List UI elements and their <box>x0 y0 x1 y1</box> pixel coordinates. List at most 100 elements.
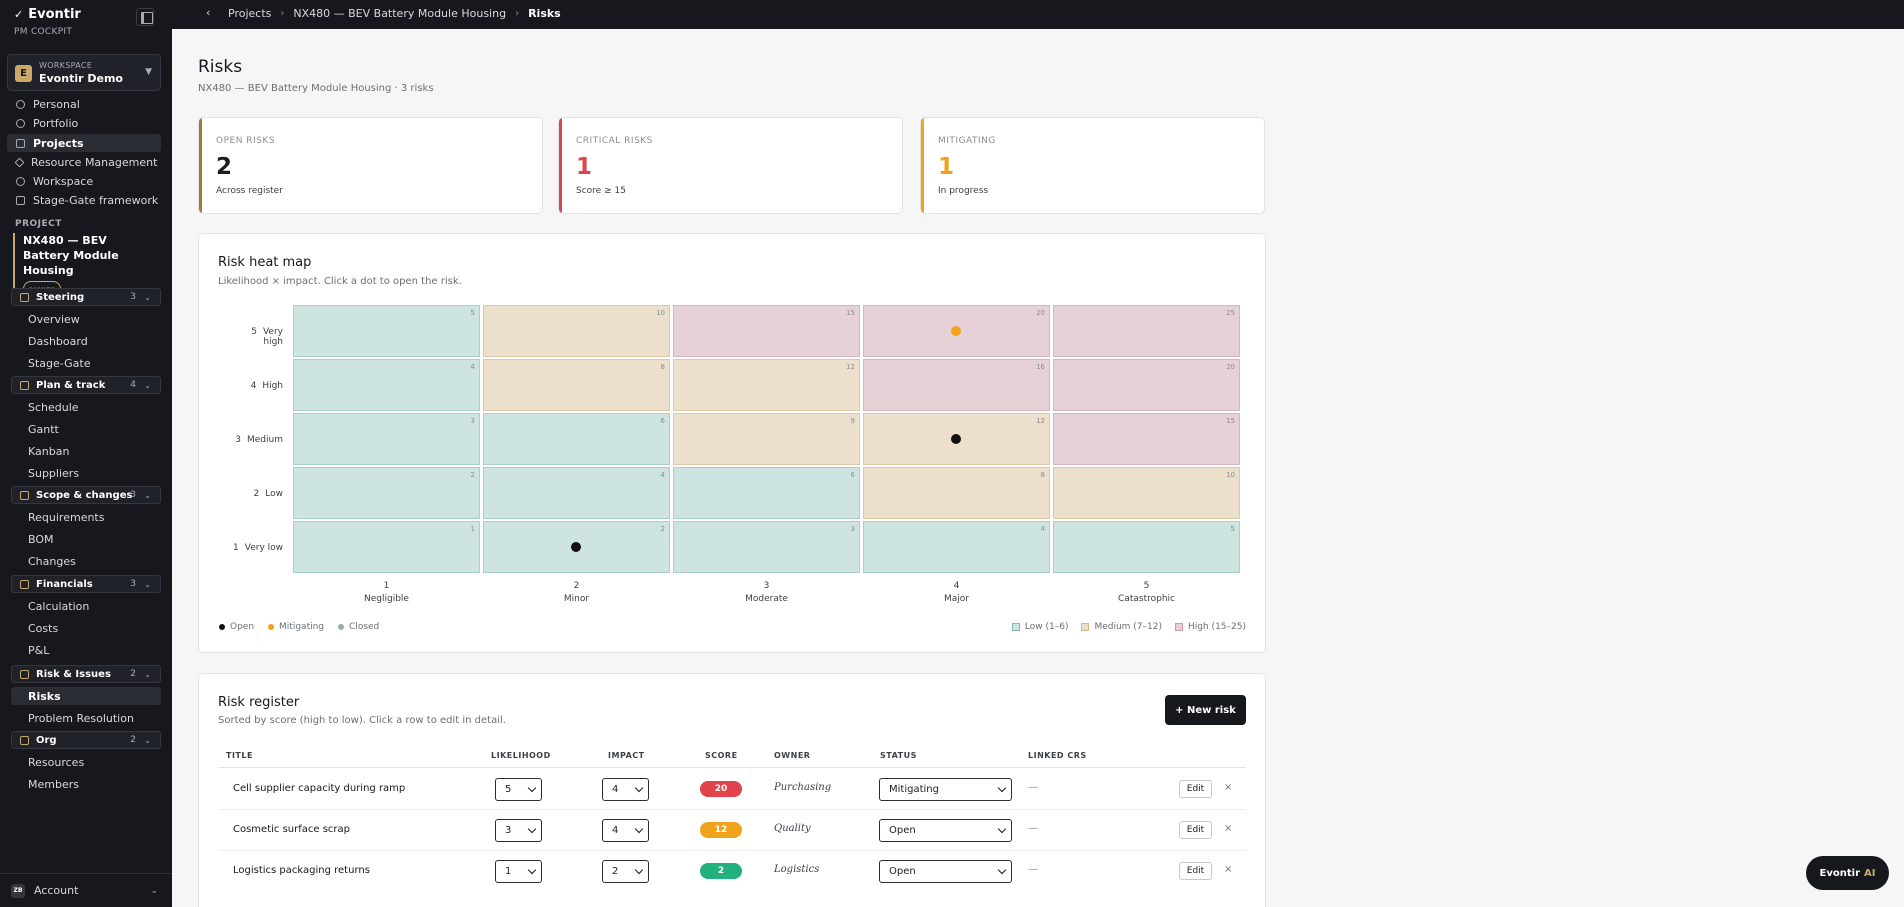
sidebar-item-changes[interactable]: Changes <box>28 554 76 568</box>
heatmap-cell[interactable]: 6 <box>483 413 670 465</box>
sidebar-item-suppliers[interactable]: Suppliers <box>28 466 80 480</box>
sidebar-item-overview[interactable]: Overview <box>28 312 80 326</box>
heatmap-cell[interactable]: 10 <box>483 305 670 357</box>
breadcrumb-projects[interactable]: Projects <box>228 7 272 20</box>
nav-item-label: Personal <box>33 97 80 111</box>
status-select[interactable]: Open <box>879 860 1012 883</box>
nav-item-projects[interactable]: Projects <box>7 134 161 152</box>
cell-score: 9 <box>850 417 855 425</box>
nav-group-steering[interactable]: Steering 3 ⌄ <box>11 288 161 306</box>
sidebar-item-schedule[interactable]: Schedule <box>28 400 79 414</box>
nav-group-org[interactable]: Org 2 ⌄ <box>11 731 161 749</box>
legend-dot <box>219 624 225 630</box>
row-divider <box>219 850 1246 851</box>
nav-group-scope-changes[interactable]: Scope & changes 3 ⌄ <box>11 486 161 504</box>
sidebar-item-calculation[interactable]: Calculation <box>28 599 90 613</box>
breadcrumb-separator-icon: › <box>280 8 285 19</box>
sidebar-item-members[interactable]: Members <box>28 777 79 791</box>
group-label: Scope & changes <box>36 489 133 501</box>
heatmap-cell[interactable]: 2 <box>293 467 480 519</box>
heatmap-cell[interactable]: 4 <box>483 467 670 519</box>
brand[interactable]: ✓ Evontir <box>14 7 81 22</box>
heatmap-cell[interactable]: 25 <box>1053 305 1240 357</box>
stat-critical-risks: CRITICAL RISKS 1 Score ≥ 15 <box>558 117 903 214</box>
heatmap-cell[interactable]: 4 <box>863 521 1050 573</box>
stat-note: Across register <box>216 186 283 196</box>
heatmap-subtitle: Likelihood × impact. Click a dot to open… <box>218 276 462 287</box>
ai-assistant-button[interactable]: Evontir AI <box>1806 856 1889 890</box>
heatmap-cell[interactable]: 6 <box>673 467 860 519</box>
heatmap-cell[interactable]: 5 <box>293 305 480 357</box>
cell-score: 4 <box>470 363 475 371</box>
edit-button[interactable]: Edit <box>1179 780 1212 798</box>
heatmap-cell[interactable]: 3 <box>673 521 860 573</box>
sidebar-item-dashboard[interactable]: Dashboard <box>28 334 88 348</box>
delete-icon[interactable]: × <box>1224 782 1233 793</box>
heatmap-cell[interactable]: 1 <box>293 521 480 573</box>
group-icon <box>20 669 29 679</box>
sidebar-item-bom[interactable]: BOM <box>28 532 54 546</box>
heatmap-cell[interactable]: 20 <box>1053 359 1240 411</box>
delete-icon[interactable]: × <box>1224 823 1233 834</box>
heatmap-cell[interactable]: 8 <box>863 467 1050 519</box>
likelihood-select[interactable]: 3 <box>495 819 542 842</box>
sidebar-item-risks[interactable]: Risks <box>11 687 161 705</box>
likelihood-select[interactable]: 5 <box>495 778 542 801</box>
select-value: 4 <box>612 784 619 795</box>
sidebar-item-kanban[interactable]: Kanban <box>28 444 70 458</box>
heatmap-cell[interactable]: 15 <box>673 305 860 357</box>
account-menu[interactable]: ZB Account ⌄ <box>0 873 172 907</box>
heatmap-cell[interactable]: 10 <box>1053 467 1240 519</box>
heatmap-cell[interactable]: 16 <box>863 359 1050 411</box>
nav-group-risk-issues[interactable]: Risk & Issues 2 ⌄ <box>11 665 161 683</box>
risk-dot[interactable] <box>951 434 961 444</box>
nav-item-portfolio[interactable]: Portfolio <box>7 114 161 132</box>
nav-item-workspace[interactable]: Workspace <box>7 172 161 190</box>
heatmap-cell[interactable]: 15 <box>1053 413 1240 465</box>
heatmap-cell[interactable]: 4 <box>293 359 480 411</box>
risk-dot[interactable] <box>571 542 581 552</box>
heatmap-cell[interactable]: 9 <box>673 413 860 465</box>
status-select[interactable]: Open <box>879 819 1012 842</box>
sidebar-item-requirements[interactable]: Requirements <box>28 510 105 524</box>
new-risk-button[interactable]: + New risk <box>1165 695 1246 725</box>
chevron-down-icon <box>997 824 1007 834</box>
risk-owner: Logistics <box>774 864 820 875</box>
nav-item-stage-gate-framework[interactable]: Stage-Gate framework <box>7 191 161 209</box>
sidebar-item-resources[interactable]: Resources <box>28 755 85 769</box>
nav-item-personal[interactable]: Personal <box>7 95 161 113</box>
impact-text: Moderate <box>745 594 788 604</box>
sidebar-item-gantt[interactable]: Gantt <box>28 422 59 436</box>
heatmap-cell[interactable]: 12 <box>673 359 860 411</box>
likelihood-select[interactable]: 1 <box>495 860 542 883</box>
likelihood-label: 1 Very low <box>233 543 283 553</box>
heatmap-cell[interactable]: 3 <box>293 413 480 465</box>
impact-select[interactable]: 2 <box>602 860 649 883</box>
breadcrumb-project[interactable]: NX480 — BEV Battery Module Housing <box>293 7 507 20</box>
back-chevron-icon[interactable]: ‹ <box>206 6 211 19</box>
select-value: Open <box>889 866 916 877</box>
nav-group-financials[interactable]: Financials 3 ⌄ <box>11 575 161 593</box>
select-value: 5 <box>505 784 512 795</box>
impact-select[interactable]: 4 <box>602 778 649 801</box>
sidebar-item-p-l[interactable]: P&L <box>28 643 50 657</box>
status-select[interactable]: Mitigating <box>879 778 1012 801</box>
heatmap-cell[interactable]: 5 <box>1053 521 1240 573</box>
delete-icon[interactable]: × <box>1224 864 1233 875</box>
sidebar-item-costs[interactable]: Costs <box>28 621 59 635</box>
heatmap-cell[interactable]: 8 <box>483 359 670 411</box>
nav-item-resource-management[interactable]: Resource Management <box>7 153 161 171</box>
column-header: LINKED CRS <box>1028 751 1087 760</box>
sidebar-item-problem-resolution[interactable]: Problem Resolution <box>28 711 134 725</box>
impact-select[interactable]: 4 <box>602 819 649 842</box>
sidebar-item-stage-gate[interactable]: Stage-Gate <box>28 356 91 370</box>
edit-button[interactable]: Edit <box>1179 862 1212 880</box>
edit-button[interactable]: Edit <box>1179 821 1212 839</box>
legend-label: High (15–25) <box>1188 622 1246 632</box>
project-name[interactable]: NX480 — BEV Battery Module Housing OWNER <box>13 233 153 300</box>
risk-dot[interactable] <box>951 326 961 336</box>
sidebar-collapse-icon[interactable] <box>136 8 154 26</box>
register-subtitle: Sorted by score (high to low). Click a r… <box>218 715 506 726</box>
workspace-switcher[interactable]: E WORKSPACE Evontir Demo ▼ <box>7 54 161 91</box>
nav-group-plan-track[interactable]: Plan & track 4 ⌄ <box>11 376 161 394</box>
